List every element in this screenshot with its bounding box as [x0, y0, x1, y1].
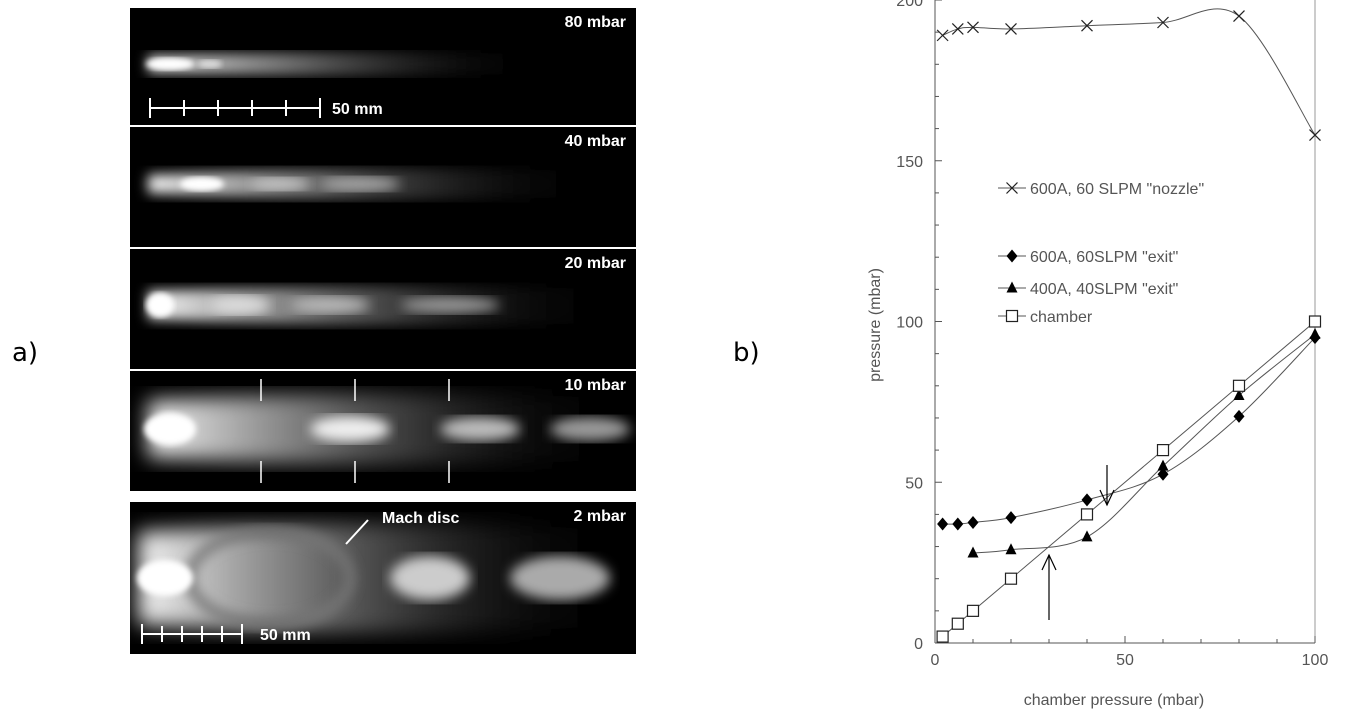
data-point-x	[1233, 10, 1245, 22]
legend-label: 600A, 60 SLPM "nozzle"	[1030, 181, 1204, 198]
marker-stroke	[951, 23, 964, 35]
y-tick-label: 0	[914, 636, 923, 653]
legend-marker-x	[1006, 182, 1018, 194]
marker-stroke	[936, 29, 949, 42]
x-tick-label: 100	[1302, 652, 1329, 669]
marker-stroke	[1005, 23, 1017, 35]
marker-stroke	[1309, 129, 1321, 141]
data-point-triangle	[1233, 388, 1245, 400]
chart-legend: 600A, 60 SLPM "nozzle" 600A, 60SLPM "exit…	[998, 181, 1204, 326]
scale-bar-bottom	[141, 624, 243, 644]
data-point-x	[1005, 23, 1017, 35]
data-point-x	[1081, 19, 1093, 32]
data-point-square	[936, 630, 949, 643]
y-tick-label: 100	[896, 315, 923, 332]
x-tick-label: 0	[931, 652, 940, 669]
plume-frame-80mbar: 80 mbar 50 mm	[130, 8, 636, 125]
plume-frame-20mbar: 20 mbar	[130, 249, 636, 369]
legend-label: 400A, 40SLPM "exit"	[1030, 281, 1178, 298]
data-point-square	[1308, 315, 1322, 328]
legend-label: 600A, 60SLPM "exit"	[1030, 249, 1178, 266]
scale-text: 50 mm	[260, 627, 311, 644]
panel-a-label: a)	[12, 338, 39, 368]
data-point-square	[951, 617, 964, 630]
x-tick-label: 50	[1116, 652, 1134, 669]
scale-bar-top	[149, 98, 321, 118]
data-point-square	[966, 604, 980, 617]
plume-image	[148, 168, 610, 200]
data-point-diamond	[1081, 493, 1093, 507]
mach-disc-label: Mach disc	[382, 510, 460, 527]
plume-image	[137, 519, 636, 633]
x-axis-label: chamber pressure (mbar)	[1024, 692, 1205, 709]
plume-frame-2mbar: 2 mbar Mach disc 50 mm	[130, 502, 636, 654]
data-point-x	[1157, 16, 1169, 29]
legend-marker-square	[1005, 309, 1019, 323]
legend-marker-triangle	[1006, 281, 1018, 293]
data-point-diamond	[1233, 409, 1245, 423]
pressure-label: 40 mbar	[564, 133, 626, 150]
y-tick-label: 150	[896, 154, 923, 171]
data-point-square	[1080, 508, 1094, 521]
y-tick-label: 200	[896, 0, 923, 10]
marker-stroke	[1006, 182, 1018, 194]
data-point-diamond	[1005, 511, 1017, 525]
marker-stroke	[1081, 19, 1093, 32]
data-point-triangle	[1309, 327, 1321, 339]
series-line-1	[942, 337, 1316, 525]
chart-arrows	[1041, 465, 1115, 620]
plume-frame-40mbar: 40 mbar	[130, 127, 636, 247]
data-point-square	[1004, 572, 1018, 585]
marker-stroke	[967, 21, 979, 34]
y-tick-label: 50	[905, 475, 923, 492]
series-line-0	[942, 8, 1316, 136]
plume-image	[144, 379, 636, 483]
pressure-label: 80 mbar	[564, 14, 626, 31]
plume-frame-10mbar: 10 mbar	[130, 371, 636, 491]
plume-image	[146, 286, 630, 326]
pressure-label: 2 mbar	[573, 508, 626, 525]
pressure-chart: 0 50 100 0 50 100 150 200 600A, 60 SLPM "nozzle…	[867, 0, 1328, 709]
data-point-triangle	[1005, 543, 1017, 555]
arrow-head-600a	[1099, 489, 1115, 507]
y-axis-label: pressure (mbar)	[867, 268, 884, 382]
data-point-diamond	[952, 517, 964, 531]
arrow-head-400a	[1041, 553, 1057, 571]
data-point-x	[951, 23, 964, 35]
pressure-label: 20 mbar	[564, 255, 626, 272]
marker-stroke	[1157, 16, 1169, 29]
plume-image	[146, 52, 550, 76]
scale-text: 50 mm	[332, 101, 383, 118]
legend-label: chamber	[1030, 309, 1093, 326]
legend-marker-diamond	[1006, 249, 1018, 263]
series-line-3	[942, 321, 1316, 637]
data-point-x	[967, 21, 979, 34]
data-point-x	[936, 29, 949, 42]
data-point-diamond	[937, 517, 949, 531]
data-point-triangle	[1081, 530, 1093, 542]
chart-markers	[936, 10, 1322, 643]
data-point-square	[1156, 444, 1170, 457]
chart-axes: 0 50 100 0 50 100 150 200	[896, 0, 1328, 669]
pressure-label: 10 mbar	[564, 377, 626, 394]
data-point-diamond	[967, 515, 979, 529]
marker-stroke	[1233, 10, 1245, 22]
data-point-square	[1232, 379, 1246, 392]
data-point-x	[1309, 129, 1321, 141]
panel-b-label: b)	[733, 338, 760, 368]
data-point-triangle	[1157, 459, 1169, 471]
chart-series-lines	[942, 8, 1316, 637]
data-point-diamond	[1157, 467, 1169, 481]
data-point-triangle	[967, 546, 979, 558]
series-line-2	[972, 333, 1316, 554]
